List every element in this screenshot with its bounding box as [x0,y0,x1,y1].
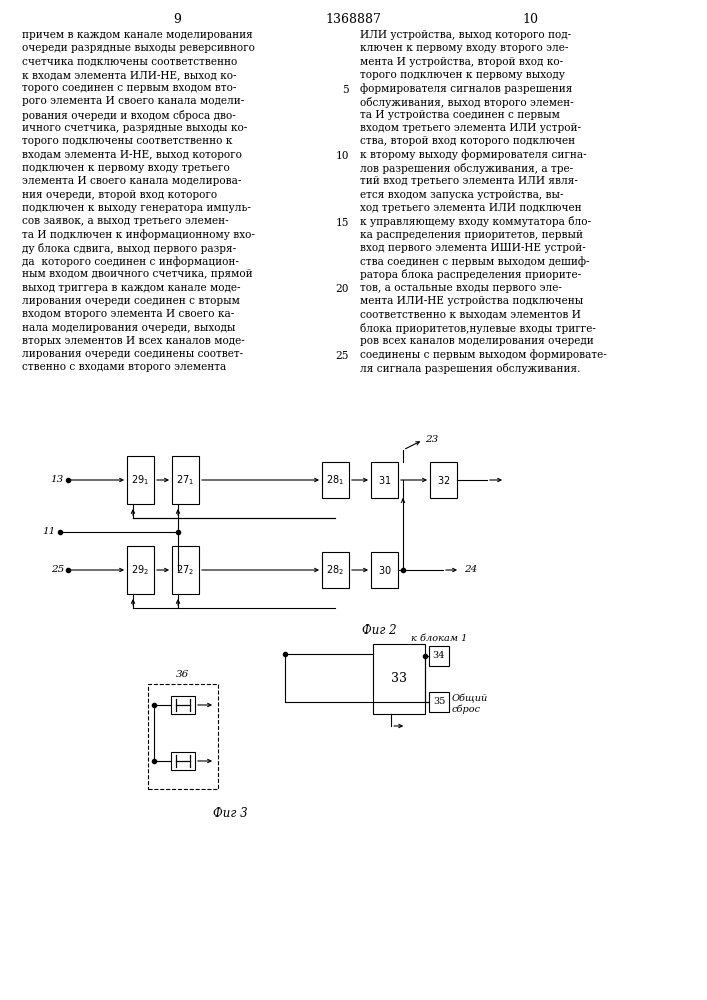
Text: тов, а остальные входы первого эле-: тов, а остальные входы первого эле- [360,283,562,293]
Text: к второму выходу формирователя сигна-: к второму выходу формирователя сигна- [360,150,587,160]
Text: торого соединен с первым входом вто-: торого соединен с первым входом вто- [22,83,236,93]
Text: лирования очереди соединен с вторым: лирования очереди соединен с вторым [22,296,240,306]
Text: Фиг 3: Фиг 3 [213,807,247,820]
Text: соединены с первым выходом формировате-: соединены с первым выходом формировате- [360,349,607,360]
Text: ичного счетчика, разрядные выходы ко-: ичного счетчика, разрядные выходы ко- [22,123,247,133]
Text: 25: 25 [51,566,64,574]
Text: тий вход третьего элемента ИЛИ явля-: тий вход третьего элемента ИЛИ явля- [360,176,578,186]
Text: Общий: Общий [452,694,489,704]
Text: подключен к выходу генератора импуль-: подключен к выходу генератора импуль- [22,203,251,213]
Bar [373,644,425,714]
Text: та И подключен к информационному вхо-: та И подключен к информационному вхо- [22,230,255,240]
Text: элемента И своего канала моделирова-: элемента И своего канала моделирова- [22,176,241,186]
Text: входам элемента И-НЕ, выход которого: входам элемента И-НЕ, выход которого [22,150,242,160]
Text: блока приоритетов,нулевые входы тригге-: блока приоритетов,нулевые входы тригге- [360,323,596,334]
Text: нала моделирования очереди, выходы: нала моделирования очереди, выходы [22,323,235,333]
Text: $32$: $32$ [437,474,450,486]
Text: ратора блока распределения приорите-: ратора блока распределения приорите- [360,269,581,280]
Text: ственно с входами второго элемента: ственно с входами второго элемента [22,362,226,372]
Text: 9: 9 [173,13,181,26]
Text: 15: 15 [336,218,349,228]
Text: ным входом двоичного счетчика, прямой: ным входом двоичного счетчика, прямой [22,269,252,279]
Bar [322,462,349,498]
Text: ход третьего элемента ИЛИ подключен: ход третьего элемента ИЛИ подключен [360,203,582,213]
Text: сброс: сброс [452,704,481,714]
Text: 34: 34 [433,652,445,660]
Bar [171,696,195,714]
Text: подключен к первому входу третьего: подключен к первому входу третьего [22,163,230,173]
Text: 33: 33 [391,672,407,686]
Text: ИЛИ устройства, выход которого под-: ИЛИ устройства, выход которого под- [360,30,571,40]
Text: $30$: $30$ [378,564,392,576]
Text: 35: 35 [433,698,445,706]
Text: лов разрешения обслуживания, а тре-: лов разрешения обслуживания, а тре- [360,163,573,174]
Text: 10: 10 [522,13,538,26]
Text: $31$: $31$ [378,474,391,486]
Text: 24: 24 [464,566,477,574]
Text: $29_1$: $29_1$ [132,473,150,487]
Text: ключен к первому входу второго эле-: ключен к первому входу второго эле- [360,43,568,53]
Text: рования очереди и входом сброса дво-: рования очереди и входом сброса дво- [22,110,235,121]
Text: $27_1$: $27_1$ [177,473,194,487]
Text: $28_1$: $28_1$ [327,473,344,487]
Text: $28_2$: $28_2$ [327,563,344,577]
Text: к входам элемента ИЛИ-НЕ, выход ко-: к входам элемента ИЛИ-НЕ, выход ко- [22,70,237,80]
Text: вторых элементов И всех каналов моде-: вторых элементов И всех каналов моде- [22,336,245,346]
Text: ется входом запуска устройства, вы-: ется входом запуска устройства, вы- [360,190,563,200]
Bar [429,692,449,712]
Text: к блокам 1: к блокам 1 [411,634,467,643]
Bar [127,546,154,594]
Text: входом третьего элемента ИЛИ устрой-: входом третьего элемента ИЛИ устрой- [360,123,581,133]
Text: 10: 10 [336,151,349,161]
Text: $27_2$: $27_2$ [177,563,194,577]
Bar [127,456,154,504]
Text: соответственно к выходам элементов И: соответственно к выходам элементов И [360,309,581,319]
Text: Фиг 2: Фиг 2 [362,624,397,637]
Text: формирователя сигналов разрешения: формирователя сигналов разрешения [360,83,573,94]
Bar [172,456,199,504]
Text: выход триггера в каждом канале моде-: выход триггера в каждом канале моде- [22,283,240,293]
Bar [171,752,195,770]
Text: вход первого элемента ИШИ-НЕ устрой-: вход первого элемента ИШИ-НЕ устрой- [360,243,586,253]
Text: 11: 11 [42,528,56,536]
Bar [322,552,349,588]
Text: лирования очереди соединены соответ-: лирования очереди соединены соответ- [22,349,243,359]
Text: мента ИЛИ-НЕ устройства подключены: мента ИЛИ-НЕ устройства подключены [360,296,583,306]
Text: 13: 13 [51,476,64,485]
Text: ля сигнала разрешения обслуживания.: ля сигнала разрешения обслуживания. [360,362,580,373]
Text: очереди разрядные выходы реверсивного: очереди разрядные выходы реверсивного [22,43,255,53]
Text: 25: 25 [336,351,349,361]
Text: да  которого соединен с информацион-: да которого соединен с информацион- [22,256,239,267]
Text: 20: 20 [336,284,349,294]
Text: 1368887: 1368887 [325,13,381,26]
Text: ду блока сдвига, выход первого разря-: ду блока сдвига, выход первого разря- [22,243,236,254]
Text: ния очереди, второй вход которого: ния очереди, второй вход которого [22,190,217,200]
Text: мента И устройства, второй вход ко-: мента И устройства, второй вход ко- [360,57,563,67]
Text: торого подключены соответственно к: торого подключены соответственно к [22,136,233,146]
Text: торого подключен к первому выходу: торого подключен к первому выходу [360,70,565,80]
Text: ров всех каналов моделирования очереди: ров всех каналов моделирования очереди [360,336,594,346]
Text: причем в каждом канале моделирования: причем в каждом канале моделирования [22,30,252,40]
Bar [172,546,199,594]
Text: 23: 23 [425,436,438,444]
Text: входом второго элемента И своего ка-: входом второго элемента И своего ка- [22,309,234,319]
Text: сов заявок, а выход третьего элемен-: сов заявок, а выход третьего элемен- [22,216,228,226]
Text: $29_2$: $29_2$ [132,563,149,577]
Text: счетчика подключены соответственно: счетчика подключены соответственно [22,57,238,67]
Bar [371,462,398,498]
Bar [148,684,218,789]
Bar [371,552,398,588]
Text: ства соединен с первым выходом дешиф-: ства соединен с первым выходом дешиф- [360,256,590,267]
Bar [430,462,457,498]
Text: ка распределения приоритетов, первый: ка распределения приоритетов, первый [360,230,583,239]
Text: ства, второй вход которого подключен: ства, второй вход которого подключен [360,136,575,146]
Bar [429,646,449,666]
Text: к управляющему входу коммутатора бло-: к управляющему входу коммутатора бло- [360,216,591,227]
Text: 5: 5 [342,85,349,95]
Text: рого элемента И своего канала модели-: рого элемента И своего канала модели- [22,97,244,106]
Text: обслуживания, выход второго элемен-: обслуживания, выход второго элемен- [360,97,573,107]
Text: та И устройства соединен с первым: та И устройства соединен с первым [360,110,560,120]
Text: 36: 36 [176,670,189,679]
